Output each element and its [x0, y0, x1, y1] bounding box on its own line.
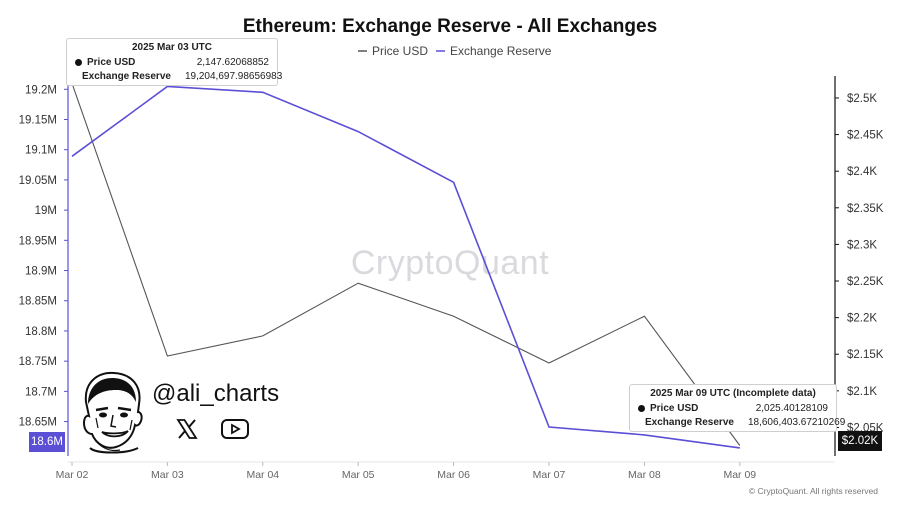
y-right-tick-label: $2.45K — [847, 130, 884, 142]
y-left-tick-label: 18.65M — [19, 417, 57, 429]
price-dot-icon — [638, 404, 645, 412]
tooltip-value: 18,606,403.67210269 — [747, 416, 846, 428]
legend: Price USD Exchange Reserve — [358, 44, 552, 58]
left-axis-current-badge: 18.6M — [29, 432, 65, 452]
series-line-price-usd — [71, 83, 741, 446]
x-tick-label: Mar 08 — [628, 469, 661, 481]
y-left-tick-label: 19.05M — [19, 175, 57, 187]
series-line-exchange-reserve — [71, 85, 740, 449]
tooltip-mar09: 2025 Mar 09 UTC (Incomplete data) Price … — [629, 384, 845, 432]
y-right-tick-label: $2.3K — [847, 239, 877, 251]
watermark: CryptoQuant — [351, 244, 549, 282]
tooltip-label: Exchange Reserve — [82, 70, 171, 82]
y-left-tick-label: 18.75M — [19, 356, 57, 368]
social-icons — [176, 418, 250, 440]
tooltip-label: Price USD — [87, 56, 136, 68]
y-right-tick-label: $2.15K — [847, 349, 884, 361]
x-tick-label: Mar 02 — [56, 469, 89, 481]
y-left-tick-label: 19.15M — [19, 114, 57, 126]
tooltip-mar03: 2025 Mar 03 UTC Price USD 2,147.62068852… — [66, 38, 282, 86]
tooltip-row-price: Price USD 2,147.62068852 — [75, 55, 269, 69]
author-avatar — [82, 371, 143, 454]
author-brand: @ali_charts — [76, 368, 296, 456]
reserve-diamond-icon — [73, 73, 79, 79]
x-tick-label: Mar 04 — [246, 469, 279, 481]
author-handle: @ali_charts — [152, 380, 280, 407]
x-logo-icon[interactable] — [176, 418, 198, 440]
y-right-tick-label: $2.25K — [847, 276, 884, 288]
y-left-tick-label: 18.9M — [25, 266, 57, 278]
tooltip-row-reserve: Exchange Reserve 19,204,697.98656983 — [73, 69, 282, 83]
tooltip-value: 2,147.62068852 — [196, 56, 269, 68]
y-left-tick-label: 19.1M — [25, 145, 57, 157]
x-tick-label: Mar 07 — [533, 469, 566, 481]
tooltip-row-reserve: Exchange Reserve 18,606,403.67210269 — [636, 415, 845, 429]
price-dot-icon — [75, 58, 82, 66]
y-left-tick-label: 18.7M — [25, 386, 57, 398]
tooltip-label: Price USD — [650, 402, 699, 414]
tooltip-value: 19,204,697.98656983 — [184, 70, 283, 82]
x-tick-label: Mar 06 — [437, 469, 470, 481]
y-left-tick-label: 19M — [35, 205, 57, 217]
tooltip-header: 2025 Mar 03 UTC — [131, 42, 213, 53]
tooltip-header: 2025 Mar 09 UTC (Incomplete data) — [650, 388, 816, 399]
right-axis-current-badge: $2.02K — [838, 431, 882, 451]
reserve-diamond-icon — [636, 419, 642, 425]
x-tick-label: Mar 03 — [151, 469, 184, 481]
copyright-text: © CryptoQuant. All rights reserved — [749, 486, 878, 496]
y-right-tick-label: $2.4K — [847, 166, 877, 178]
tooltip-value: 2,025.40128109 — [755, 402, 828, 414]
youtube-icon[interactable] — [220, 418, 250, 440]
y-left-tick-label: 18.85M — [19, 296, 57, 308]
y-right-tick-label: $2.5K — [847, 93, 877, 105]
series-layer — [71, 83, 741, 449]
y-right-tick-label: $2.35K — [847, 203, 884, 215]
legend-label: Exchange Reserve — [450, 44, 552, 58]
y-left-tick-label: 18.95M — [19, 235, 57, 247]
legend-label: Price USD — [372, 44, 428, 58]
tooltip-row-price: Price USD 2,025.40128109 — [638, 401, 828, 415]
y-left-tick-label: 19.2M — [25, 84, 57, 96]
chart-title: Ethereum: Exchange Reserve - All Exchang… — [243, 16, 657, 37]
y-right-tick-label: $2.1K — [847, 386, 877, 398]
y-right-tick-label: $2.2K — [847, 313, 877, 325]
x-tick-label: Mar 05 — [342, 469, 375, 481]
x-tick-label: Mar 09 — [723, 469, 756, 481]
tooltip-label: Exchange Reserve — [645, 416, 734, 428]
y-left-tick-label: 18.8M — [25, 326, 57, 338]
